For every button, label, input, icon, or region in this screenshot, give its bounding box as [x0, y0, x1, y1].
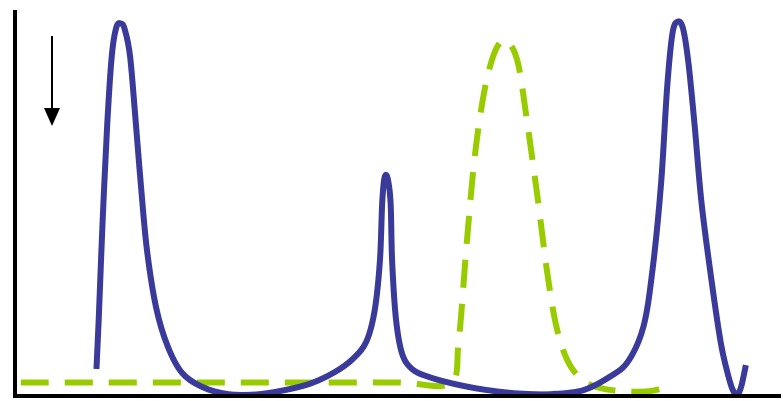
plot-area — [20, 18, 749, 398]
dashed-series-line — [20, 37, 664, 395]
solid-series-line — [93, 18, 749, 398]
down-arrow-head — [44, 108, 60, 126]
